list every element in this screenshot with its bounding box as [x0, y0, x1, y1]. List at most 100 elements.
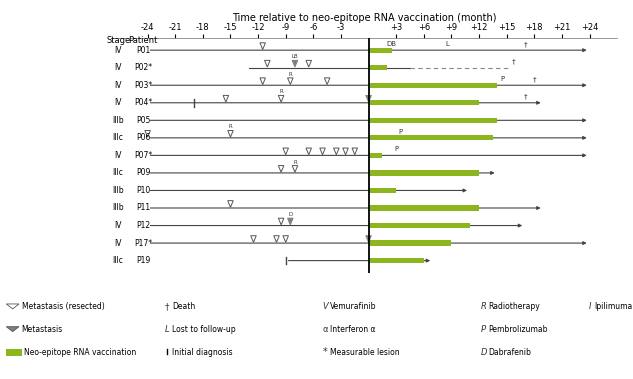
- Polygon shape: [287, 78, 293, 85]
- Text: Stage: Stage: [106, 36, 130, 45]
- Polygon shape: [279, 218, 284, 225]
- Text: R: R: [293, 160, 297, 164]
- Text: IV: IV: [115, 63, 122, 72]
- Polygon shape: [324, 78, 330, 85]
- Text: Initial diagnosis: Initial diagnosis: [172, 348, 233, 357]
- Text: Metastasis (resected): Metastasis (resected): [22, 302, 104, 312]
- Polygon shape: [279, 166, 284, 172]
- Polygon shape: [265, 60, 270, 67]
- Polygon shape: [260, 78, 265, 85]
- Polygon shape: [292, 166, 298, 172]
- Text: P03*: P03*: [134, 81, 152, 90]
- Text: *: *: [323, 348, 328, 357]
- Text: Lost to follow-up: Lost to follow-up: [172, 325, 236, 334]
- Text: Neo-epitope RNA vaccination: Neo-epitope RNA vaccination: [24, 348, 136, 357]
- Polygon shape: [283, 236, 289, 242]
- Text: IV: IV: [115, 221, 122, 230]
- Text: P17*: P17*: [134, 238, 152, 247]
- Text: IIIc: IIIc: [113, 168, 123, 177]
- Bar: [368, 135, 493, 141]
- Polygon shape: [260, 43, 265, 50]
- Text: α: α: [323, 325, 329, 334]
- Bar: [368, 153, 382, 158]
- Polygon shape: [366, 236, 372, 242]
- Text: IIIb: IIIb: [112, 204, 124, 213]
- Polygon shape: [223, 96, 229, 102]
- Polygon shape: [283, 148, 289, 155]
- Text: R: R: [279, 89, 283, 94]
- Text: P05: P05: [136, 116, 150, 125]
- Text: P: P: [481, 325, 486, 334]
- Text: P: P: [399, 129, 403, 135]
- Text: Radiotherapy: Radiotherapy: [489, 302, 541, 312]
- Bar: [368, 240, 451, 246]
- Text: IIIc: IIIc: [113, 256, 123, 265]
- Bar: [368, 100, 479, 105]
- Polygon shape: [287, 218, 293, 225]
- Text: P12: P12: [136, 221, 150, 230]
- Text: P04*: P04*: [134, 98, 152, 107]
- Text: P09: P09: [136, 168, 150, 177]
- Text: I: I: [589, 302, 591, 312]
- Text: Dabrafenib: Dabrafenib: [489, 348, 532, 357]
- Polygon shape: [343, 148, 348, 155]
- Text: †: †: [523, 94, 527, 100]
- Bar: [368, 223, 470, 228]
- Polygon shape: [306, 60, 311, 67]
- Text: R: R: [229, 124, 232, 130]
- Text: †: †: [532, 76, 536, 82]
- Bar: [368, 188, 396, 193]
- Text: IIIb: IIIb: [112, 186, 124, 195]
- Text: P10: P10: [136, 186, 150, 195]
- Bar: [368, 205, 479, 211]
- Text: D: D: [481, 348, 487, 357]
- Text: P07*: P07*: [134, 151, 152, 160]
- Polygon shape: [352, 148, 358, 155]
- Text: Ipilimumab: Ipilimumab: [594, 302, 633, 312]
- Text: †: †: [512, 58, 516, 64]
- Bar: [368, 47, 392, 53]
- Text: †: †: [165, 302, 169, 312]
- Polygon shape: [292, 60, 298, 67]
- Text: P11: P11: [136, 204, 150, 213]
- Polygon shape: [334, 148, 339, 155]
- Text: P: P: [394, 146, 398, 152]
- Text: P: P: [500, 76, 504, 82]
- Text: IIIc: IIIc: [113, 133, 123, 143]
- Bar: [368, 258, 424, 263]
- Text: IV: IV: [115, 81, 122, 90]
- Text: P02*: P02*: [134, 63, 152, 72]
- Text: P19: P19: [136, 256, 150, 265]
- Text: L: L: [165, 325, 169, 334]
- Text: Interferon α: Interferon α: [330, 325, 376, 334]
- Text: IV: IV: [115, 151, 122, 160]
- Polygon shape: [251, 236, 256, 242]
- Polygon shape: [145, 130, 151, 137]
- Text: Vemurafinib: Vemurafinib: [330, 302, 377, 312]
- Polygon shape: [228, 200, 233, 207]
- Text: IV: IV: [115, 238, 122, 247]
- Polygon shape: [306, 148, 311, 155]
- Polygon shape: [273, 236, 279, 242]
- Bar: [368, 170, 479, 175]
- Bar: [368, 83, 498, 88]
- Text: Death: Death: [172, 302, 196, 312]
- Text: IV: IV: [115, 46, 122, 55]
- Bar: [368, 65, 387, 70]
- Text: L: L: [445, 41, 449, 47]
- Text: IIIb: IIIb: [112, 116, 124, 125]
- Text: Measurable lesion: Measurable lesion: [330, 348, 400, 357]
- Polygon shape: [320, 148, 325, 155]
- Text: †: †: [523, 41, 527, 47]
- Text: R: R: [289, 72, 292, 77]
- Text: IV: IV: [115, 98, 122, 107]
- Polygon shape: [279, 96, 284, 102]
- Title: Time relative to neo-epitope RNA vaccination (month): Time relative to neo-epitope RNA vaccina…: [232, 13, 496, 23]
- Text: Pembrolizumab: Pembrolizumab: [489, 325, 548, 334]
- Text: P01: P01: [136, 46, 150, 55]
- Polygon shape: [366, 96, 372, 102]
- Polygon shape: [228, 130, 233, 137]
- Text: Patient: Patient: [128, 36, 158, 45]
- Text: V: V: [323, 302, 329, 312]
- Bar: [368, 118, 498, 123]
